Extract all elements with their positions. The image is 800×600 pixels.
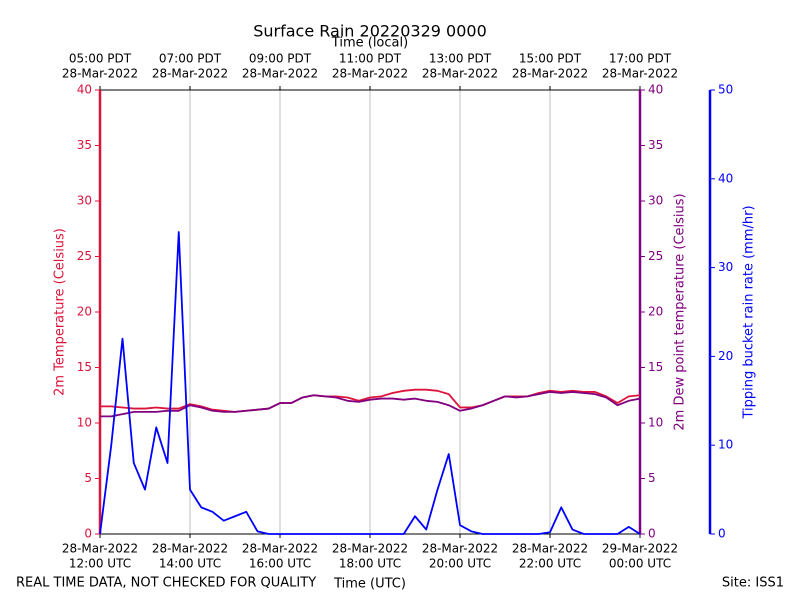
y-tick-label: 25 (77, 249, 92, 263)
x2-tick-label: 05:00 PDT (69, 52, 132, 66)
x-tick-label: 28-Mar-2022 (332, 542, 408, 556)
y2-tick-label: 35 (648, 138, 663, 152)
y-tick-label: 5 (84, 471, 92, 485)
x2-tick-label: 28-Mar-2022 (242, 67, 318, 81)
y2-tick-label: 5 (648, 471, 656, 485)
x2-tick-label: 28-Mar-2022 (152, 67, 228, 81)
y-tick-label: 10 (77, 416, 92, 430)
site-label: Site: ISS1 (722, 576, 784, 591)
series-line (100, 388, 641, 413)
y3-tick-label: 10 (718, 438, 733, 452)
x2-tick-label: 15:00 PDT (519, 52, 582, 66)
x-tick-label: 00:00 UTC (609, 557, 671, 571)
y-tick-label: 35 (77, 138, 92, 152)
x-tick-label: 16:00 UTC (249, 557, 311, 571)
y3-tick-label: 20 (718, 349, 733, 363)
x2-tick-label: 17:00 PDT (609, 52, 672, 66)
y2-tick-label: 15 (648, 360, 663, 374)
y2-tick-label: 40 (648, 83, 663, 97)
footer-note: REAL TIME DATA, NOT CHECKED FOR QUALITY (16, 576, 316, 591)
y2-axis-label: 2m Dew point temperature (Celsius) (673, 193, 688, 430)
x2-tick-label: 09:00 PDT (249, 52, 312, 66)
y3-tick-label: 40 (718, 171, 733, 185)
y2-tick-label: 30 (648, 194, 663, 208)
x-tick-label: 28-Mar-2022 (242, 542, 318, 556)
y-tick-label: 20 (77, 305, 92, 319)
y2-tick-label: 20 (648, 305, 663, 319)
y-tick-label: 0 (84, 527, 92, 541)
x-tick-label: 28-Mar-2022 (62, 542, 138, 556)
y-axis-label: 2m Temperature (Celsius) (53, 228, 68, 396)
y3-axis-label: Tipping bucket rain rate (mm/hr) (742, 205, 757, 419)
x2-tick-label: 11:00 PDT (339, 52, 402, 66)
y-tick-label: 15 (77, 360, 92, 374)
x2-tick-label: 28-Mar-2022 (332, 67, 408, 81)
x-tick-label: 22:00 UTC (519, 557, 581, 571)
x-tick-label: 12:00 UTC (69, 557, 131, 571)
x2-tick-label: 28-Mar-2022 (602, 67, 678, 81)
x-tick-label: 29-Mar-2022 (602, 542, 678, 556)
x-tick-label: 28-Mar-2022 (152, 542, 228, 556)
y-tick-label: 30 (77, 194, 92, 208)
x-axis-label: Time (UTC) (333, 577, 406, 592)
y-tick-label: 40 (77, 83, 92, 97)
x-tick-label: 14:00 UTC (159, 557, 221, 571)
series-line (99, 231, 641, 535)
chart-title: Surface Rain 20220329 0000 (253, 22, 487, 41)
x2-axis-label: Time (local) (331, 36, 408, 51)
x2-tick-label: 13:00 PDT (429, 52, 492, 66)
x-tick-label: 20:00 UTC (429, 557, 491, 571)
x2-tick-label: 07:00 PDT (159, 52, 222, 66)
x2-tick-label: 28-Mar-2022 (512, 67, 588, 81)
x2-tick-label: 28-Mar-2022 (62, 67, 138, 81)
series-line (100, 391, 641, 418)
y3-tick-label: 0 (718, 527, 726, 541)
x-tick-label: 18:00 UTC (339, 557, 401, 571)
y2-tick-label: 0 (648, 527, 656, 541)
y3-tick-label: 50 (718, 83, 733, 97)
x-tick-label: 28-Mar-2022 (512, 542, 588, 556)
x2-tick-label: 28-Mar-2022 (422, 67, 498, 81)
y3-tick-label: 30 (718, 260, 733, 274)
x-tick-label: 28-Mar-2022 (422, 542, 498, 556)
y2-tick-label: 10 (648, 416, 663, 430)
y2-tick-label: 25 (648, 249, 663, 263)
